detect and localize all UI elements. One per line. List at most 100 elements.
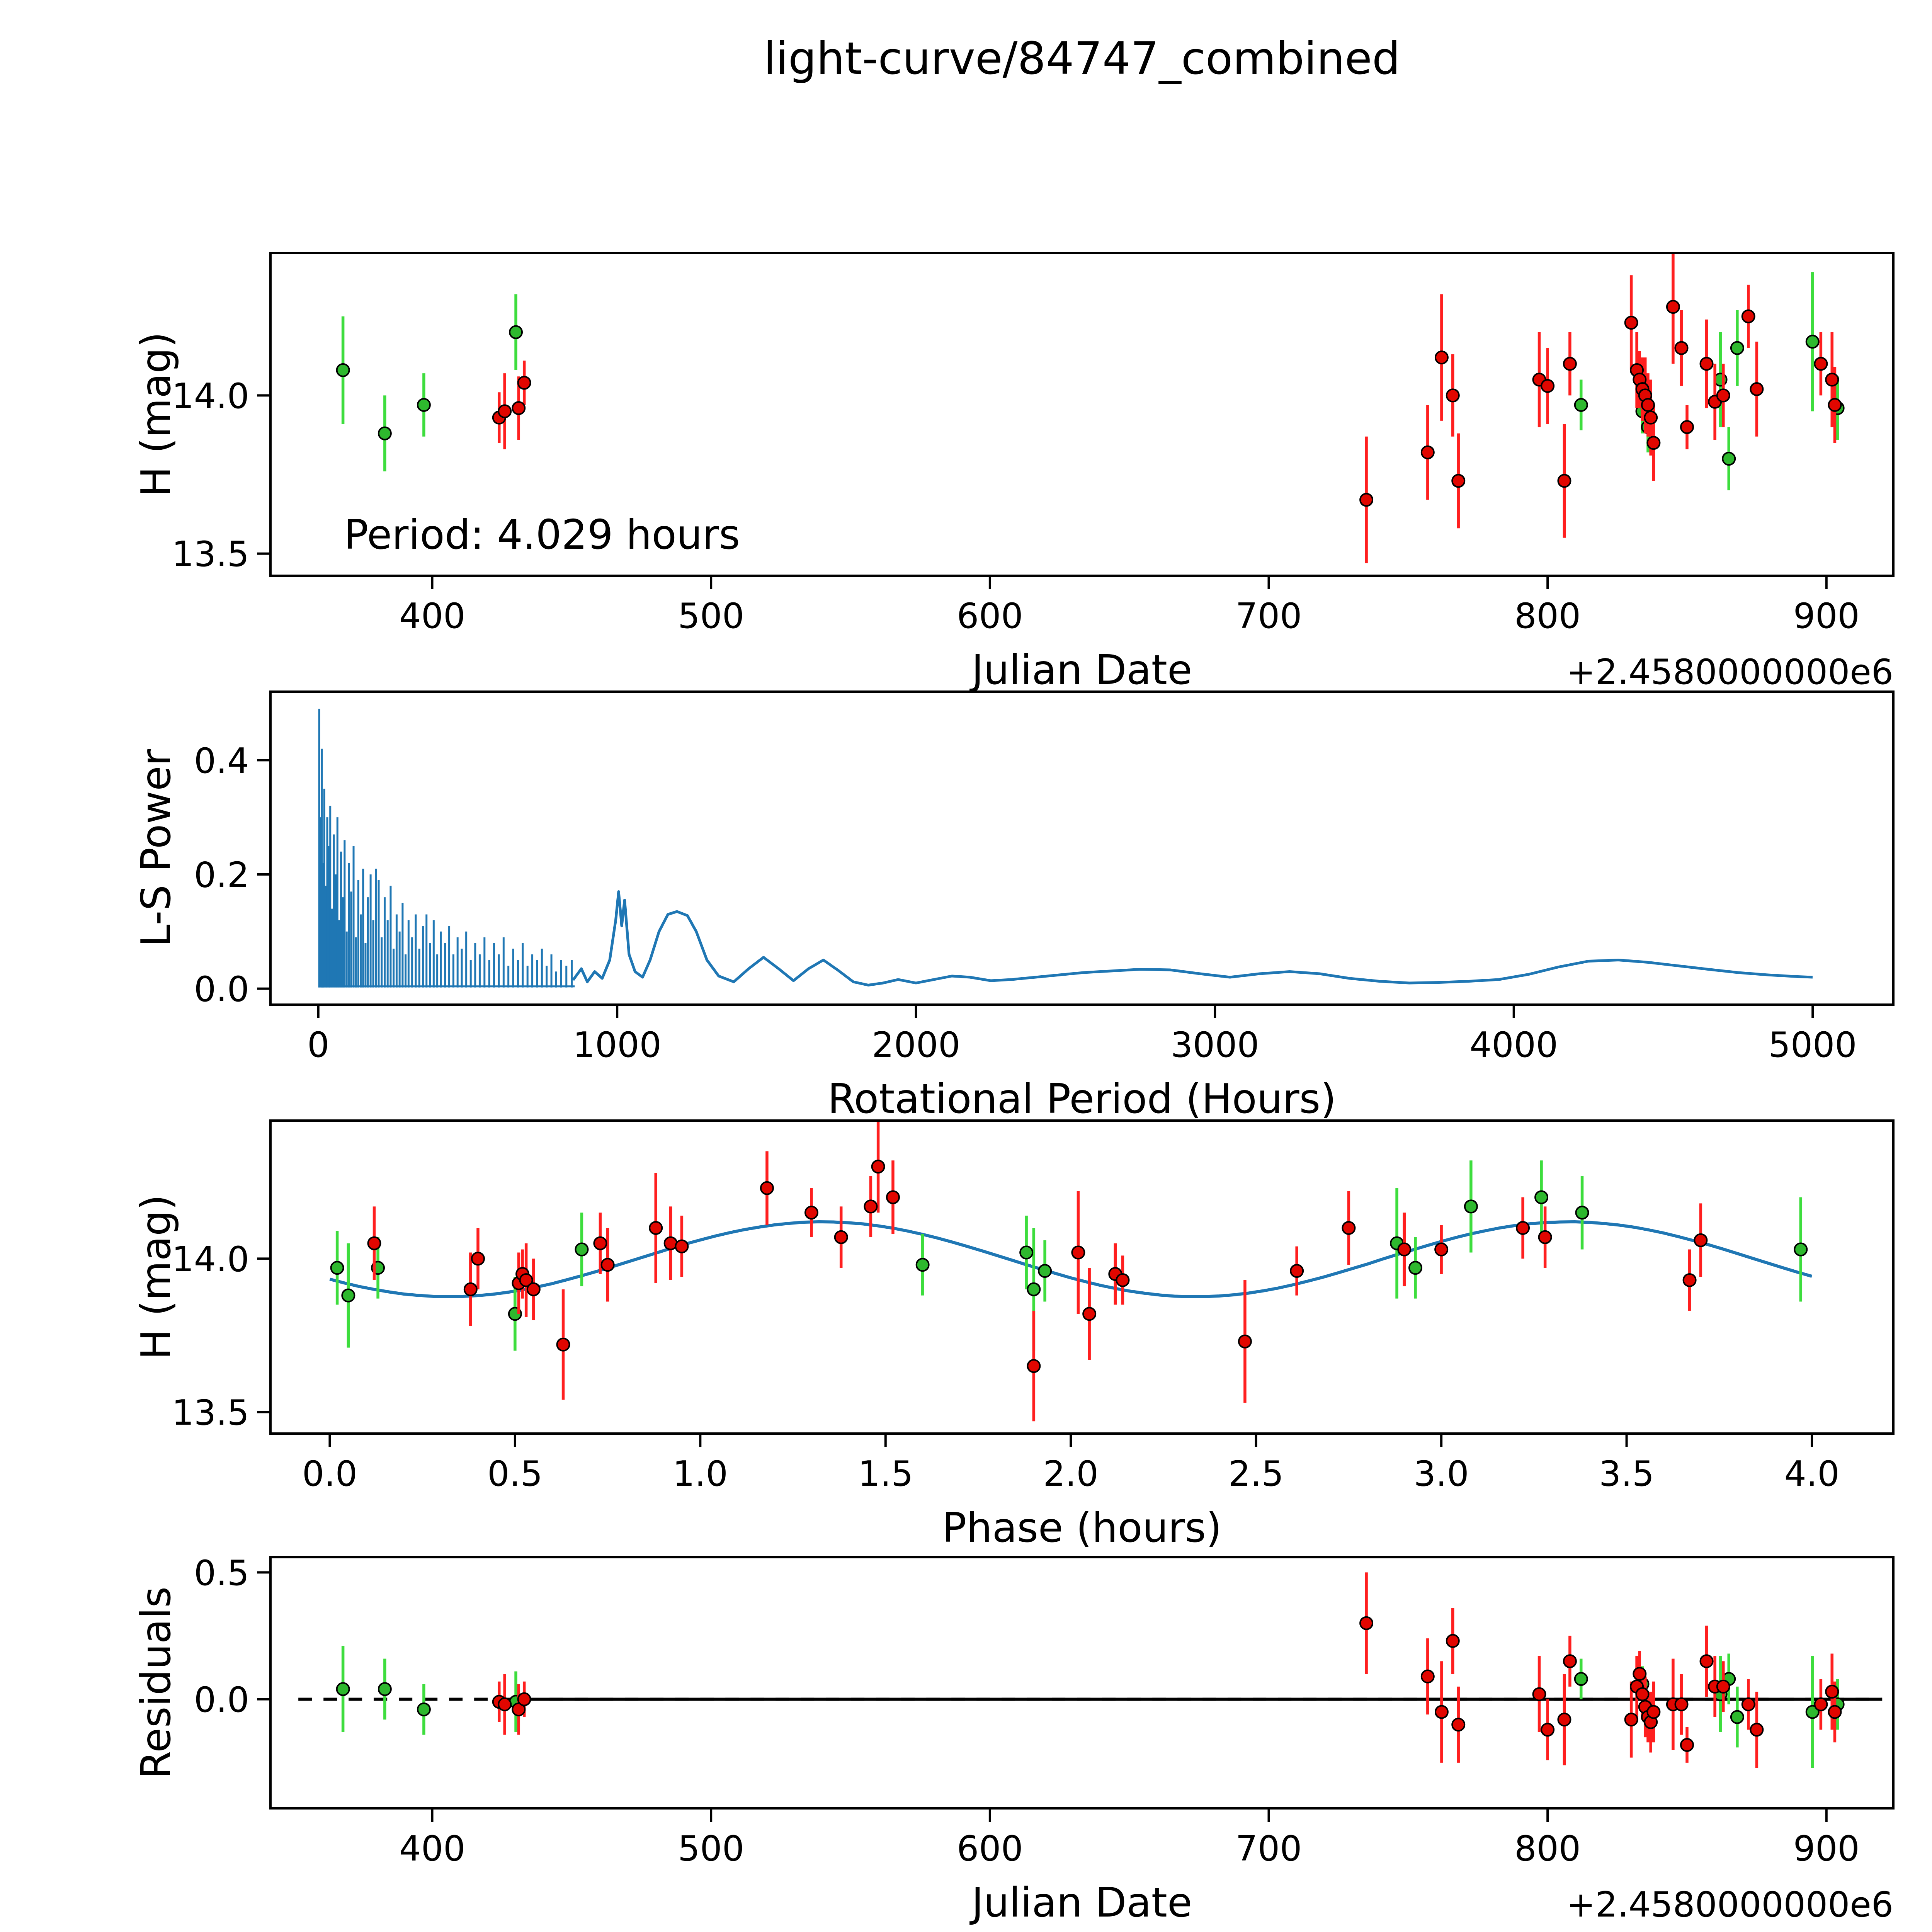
red-data-point	[1825, 372, 1839, 387]
red-data-point	[1541, 1723, 1555, 1737]
x-tick-label: 900	[1793, 1828, 1860, 1869]
green-data-point	[1534, 1190, 1549, 1204]
axes-frame	[269, 252, 1895, 577]
red-data-point	[471, 1252, 485, 1266]
red-data-point	[1563, 1654, 1577, 1668]
red-data-point	[1027, 1359, 1041, 1373]
green-data-point	[1027, 1282, 1041, 1296]
red-data-point	[1699, 1654, 1714, 1668]
red-data-point	[1828, 398, 1842, 412]
red-data-point	[1342, 1221, 1356, 1235]
red-data-point	[1814, 357, 1828, 371]
green-data-point	[1575, 1206, 1589, 1220]
y-tick-label: 0.0	[194, 969, 249, 1010]
red-data-point	[1434, 1242, 1449, 1257]
red-data-point	[556, 1337, 570, 1352]
x-tick-label: 700	[1236, 1828, 1302, 1869]
period-annotation: Period: 4.029 hours	[344, 511, 740, 558]
green-data-point	[1574, 398, 1588, 412]
x-tick-label: 4000	[1469, 1025, 1558, 1065]
red-data-point	[1699, 357, 1714, 371]
panel-lightcurve: 400 500 600 700 800 900 13.5 14.0 Julian Date H (…	[133, 252, 1895, 694]
red-data-point	[1290, 1264, 1304, 1278]
plot-area-lightcurve	[336, 253, 1845, 563]
y-tick-label: 14.0	[172, 376, 249, 417]
y-tick-label: 0.4	[194, 741, 249, 781]
red-data-point	[1674, 1697, 1689, 1711]
green-data-point	[1574, 1672, 1588, 1686]
red-data-point	[1563, 357, 1577, 371]
green-data-point	[336, 1682, 350, 1696]
x-tick-label: 0.0	[302, 1454, 357, 1494]
green-data-point	[915, 1258, 930, 1272]
fit-line	[329, 1220, 1813, 1299]
red-data-point	[1633, 1667, 1647, 1681]
x-tick-label: 600	[957, 1828, 1023, 1869]
green-data-point	[417, 1702, 431, 1716]
x-tick-label: 2000	[872, 1025, 960, 1065]
red-data-point	[1750, 1723, 1764, 1737]
red-data-point	[1680, 1738, 1694, 1752]
red-data-point	[1750, 382, 1764, 396]
red-data-point	[498, 404, 512, 418]
x-tick-label: 3000	[1171, 1025, 1259, 1065]
x-tick-label: 400	[399, 1828, 466, 1869]
red-data-point	[1680, 420, 1694, 434]
red-data-point	[886, 1190, 900, 1204]
axes-frame	[269, 690, 1895, 1006]
green-data-point	[509, 325, 523, 339]
red-data-point	[498, 1697, 512, 1711]
red-data-point	[1641, 398, 1655, 412]
green-data-point	[341, 1288, 355, 1303]
red-data-point	[1397, 1242, 1412, 1257]
red-data-point	[600, 1258, 615, 1272]
red-data-point	[463, 1282, 478, 1296]
red-data-point	[1557, 474, 1571, 488]
red-data-point	[593, 1236, 607, 1250]
red-data-point	[1434, 1705, 1449, 1719]
red-data-point	[1646, 1705, 1661, 1719]
green-data-point	[336, 363, 350, 377]
y-tick-label: 14.0	[172, 1239, 249, 1280]
red-data-point	[1644, 410, 1658, 425]
red-data-point	[1446, 1634, 1460, 1648]
red-data-point	[1666, 300, 1680, 314]
red-data-point	[517, 376, 531, 390]
green-data-point	[1038, 1264, 1052, 1278]
red-data-point	[1420, 445, 1435, 459]
red-data-point	[1694, 1233, 1708, 1247]
x-axis-label: Rotational Period (Hours)	[828, 1075, 1336, 1122]
panel-phased: 0.0 0.5 1.0 1.5 2.0 2.5 3.0 3.5 4.0 13.5 14.0 Phase…	[133, 1119, 1895, 1551]
x-tick-label: 1.5	[858, 1454, 913, 1494]
red-data-point	[1646, 436, 1661, 450]
red-data-point	[1716, 388, 1730, 403]
red-data-point	[1635, 1687, 1650, 1701]
x-tick-label: 0.5	[487, 1454, 543, 1494]
y-tick-label: 0.2	[194, 855, 249, 895]
y-tick-label: 0.0	[194, 1680, 249, 1720]
x-tick-label: 2.5	[1228, 1454, 1284, 1494]
periodogram-curve	[572, 890, 1813, 986]
green-data-point	[1019, 1245, 1034, 1260]
x-axis-offset-label: +2.4580000000e6	[1566, 1884, 1893, 1925]
red-data-point	[1116, 1273, 1130, 1287]
x-tick-label: 500	[678, 596, 744, 636]
red-data-point	[1674, 341, 1689, 355]
y-axis-label: H (mag)	[133, 1194, 180, 1360]
red-data-point	[1359, 493, 1374, 507]
x-tick-label: 700	[1236, 596, 1302, 636]
x-tick-label: 3.5	[1599, 1454, 1654, 1494]
x-tick-label: 4.0	[1784, 1454, 1839, 1494]
y-tick-label: 13.5	[172, 1393, 249, 1433]
green-data-point	[1722, 452, 1736, 466]
red-data-point	[1624, 1713, 1638, 1727]
red-data-point	[1446, 388, 1460, 403]
red-data-point	[871, 1160, 885, 1174]
x-tick-label: 0	[307, 1025, 329, 1065]
green-data-point	[1794, 1242, 1808, 1257]
red-data-point	[1532, 1687, 1546, 1701]
x-tick-label: 400	[399, 596, 466, 636]
green-data-point	[417, 398, 431, 412]
red-data-point	[1082, 1307, 1097, 1321]
